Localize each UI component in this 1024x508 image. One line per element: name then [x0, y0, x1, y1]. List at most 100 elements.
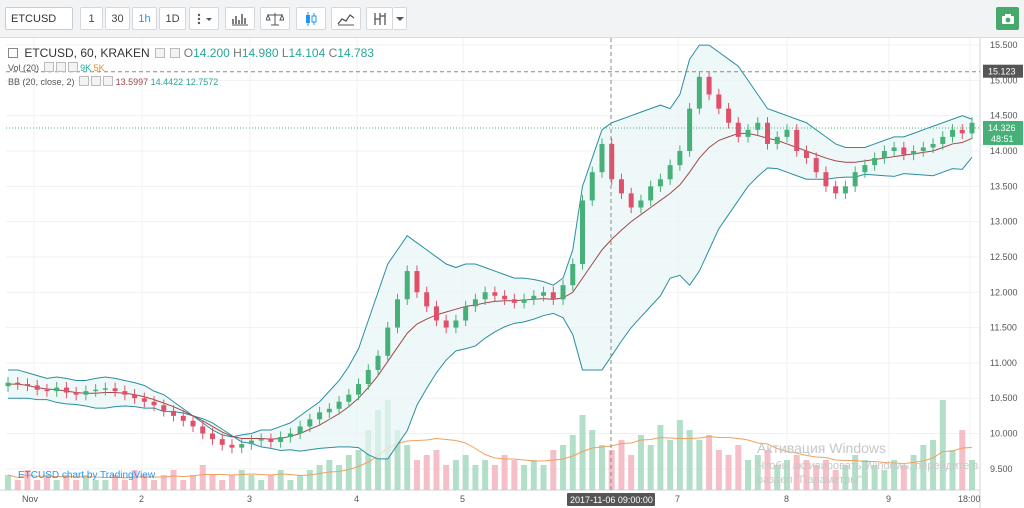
volume-bar: [783, 460, 790, 490]
candle-body: [141, 398, 147, 402]
high-value: 14.980: [241, 46, 279, 60]
bb-settings-icon[interactable]: [79, 76, 90, 86]
price-tick-label: 14.500: [990, 111, 1018, 121]
area-chart-button[interactable]: [331, 7, 361, 30]
candle-body: [872, 158, 878, 166]
volume-bar: [832, 470, 839, 490]
interval-1d-button[interactable]: 1D: [159, 7, 186, 30]
candle-body: [336, 401, 342, 409]
candle-body: [443, 320, 449, 328]
current-price-badge: [983, 120, 1023, 145]
candle-body: [657, 179, 663, 187]
volume-bar: [248, 475, 255, 490]
volume-bar: [73, 480, 80, 490]
volume-bar: [569, 435, 576, 490]
volume-bar: [14, 480, 21, 490]
volume-settings-icon[interactable]: [43, 62, 54, 72]
bollinger-basis-line: [8, 132, 973, 440]
candle-body: [531, 295, 537, 300]
more-dropdown-button[interactable]: [393, 7, 407, 30]
volume-bar: [589, 430, 596, 490]
volume-bar: [404, 445, 411, 490]
volume-close-icon[interactable]: [67, 62, 78, 72]
legend-menu-icon[interactable]: [155, 48, 166, 58]
snapshot-button[interactable]: [996, 7, 1019, 30]
symbol-search-input[interactable]: [5, 7, 73, 30]
candle-body: [122, 391, 128, 395]
volume-bar: [871, 465, 878, 490]
candle-body: [278, 437, 284, 442]
bb-close-icon[interactable]: [103, 76, 114, 86]
volume-bar: [433, 450, 440, 490]
interval-dropdown-button[interactable]: [189, 7, 219, 30]
candle-body: [502, 295, 508, 300]
interval-1h-button[interactable]: 1h: [132, 7, 157, 30]
volume-format-icon[interactable]: [55, 62, 66, 72]
candle-body: [570, 264, 576, 286]
volume-bar: [667, 440, 674, 490]
interval-1m-button[interactable]: 1: [80, 7, 103, 30]
candle-body: [112, 388, 118, 392]
crosshair-time-label: 2017-11-06 09:00:00: [570, 495, 653, 505]
candle-body: [375, 355, 381, 370]
candle-body: [180, 415, 186, 421]
bb-legend: BB (20, close, 2) 13.5997 14.4422 12.757…: [8, 76, 218, 87]
volume-bar: [598, 445, 605, 490]
volume-bar: [822, 460, 829, 490]
volume-bar: [238, 470, 245, 490]
volume-bar: [813, 465, 820, 490]
indicators-button[interactable]: [366, 7, 393, 30]
candle-body: [482, 292, 488, 300]
volume-bar: [900, 465, 907, 490]
candle-body: [93, 389, 99, 392]
candle-body: [161, 405, 167, 411]
volume-bar: [34, 480, 41, 490]
tradingview-attribution-link[interactable]: ETCUSD chart by TradingView: [18, 470, 156, 481]
candle-body: [54, 387, 60, 392]
volume-bar: [482, 460, 489, 490]
volume-bar: [530, 460, 537, 490]
candle-body: [258, 439, 264, 441]
volume-bar: [92, 480, 99, 490]
volume-bar: [170, 470, 177, 490]
volume-bar: [121, 480, 128, 490]
price-tick-label: 15.500: [990, 40, 1018, 50]
price-tick-label: 13.500: [990, 181, 1018, 191]
candle-body: [687, 108, 693, 151]
candle-body: [424, 292, 430, 307]
dropdown-dots-icon: [197, 13, 212, 24]
volume-bar: [881, 470, 888, 490]
candle-body: [102, 388, 108, 390]
volume-bar: [209, 475, 216, 490]
candle-body: [580, 200, 586, 264]
bar-chart-button[interactable]: [225, 7, 255, 30]
dropdown-arrow-icon: [395, 16, 404, 21]
volume-bar: [910, 455, 917, 490]
candle-body: [151, 401, 157, 406]
candles-button[interactable]: [296, 7, 326, 30]
bb-format-icon[interactable]: [91, 76, 102, 86]
price-tick-label: 13.000: [990, 217, 1018, 227]
candle-body: [560, 285, 566, 300]
volume-bar: [287, 480, 294, 490]
candle-body: [618, 179, 624, 194]
candle-body: [492, 292, 498, 296]
candle-body: [765, 122, 771, 144]
candle-body: [511, 299, 517, 303]
compare-scale-button[interactable]: [260, 7, 290, 30]
candle-body: [842, 186, 848, 194]
candle-body: [521, 299, 527, 303]
candle-body: [881, 151, 887, 159]
candle-body: [794, 129, 800, 151]
candle-body: [589, 172, 595, 201]
candle-body: [550, 292, 556, 300]
volume-value-2: 5K: [93, 63, 105, 73]
candle-body: [628, 193, 634, 208]
price-chart[interactable]: 9.500 10.000 10.500 11.000 11.500 12.000 12.50…: [0, 38, 1024, 508]
candle-body: [891, 147, 897, 151]
legend-settings-icon[interactable]: [170, 48, 181, 58]
candle-body: [268, 439, 274, 442]
interval-30m-button[interactable]: 30: [105, 7, 130, 30]
volume-bar: [336, 465, 343, 490]
bar-countdown-label: 48:51: [991, 134, 1014, 144]
